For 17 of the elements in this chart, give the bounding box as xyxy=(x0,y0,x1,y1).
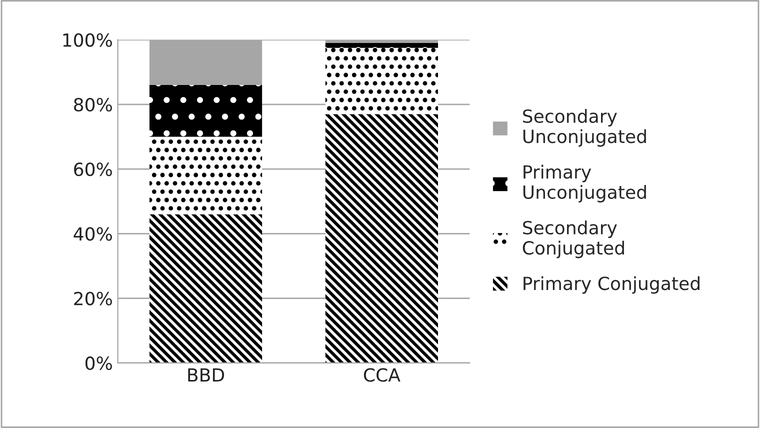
legend-label: Secondary Conjugated xyxy=(522,220,624,258)
y-tick-label: 20% xyxy=(74,292,112,306)
y-tick-label: 100% xyxy=(63,33,112,47)
x-tick-label: BBD xyxy=(188,368,224,382)
y-tick-label: 0% xyxy=(85,356,112,370)
bar xyxy=(325,114,438,363)
bar xyxy=(325,48,438,114)
y-tick-label: 60% xyxy=(74,162,112,176)
legend-label: Primary Conjugated xyxy=(524,276,700,294)
bar xyxy=(325,43,438,48)
y-tick-label: 40% xyxy=(74,227,112,241)
legend-label: Secondary Unconjugated xyxy=(523,109,646,147)
bar xyxy=(149,85,262,137)
y-tick-label: 80% xyxy=(74,98,112,112)
x-tick-label: CCA xyxy=(364,368,400,382)
bar xyxy=(149,214,262,363)
legend-label: Primary Unconjugated xyxy=(523,164,646,202)
